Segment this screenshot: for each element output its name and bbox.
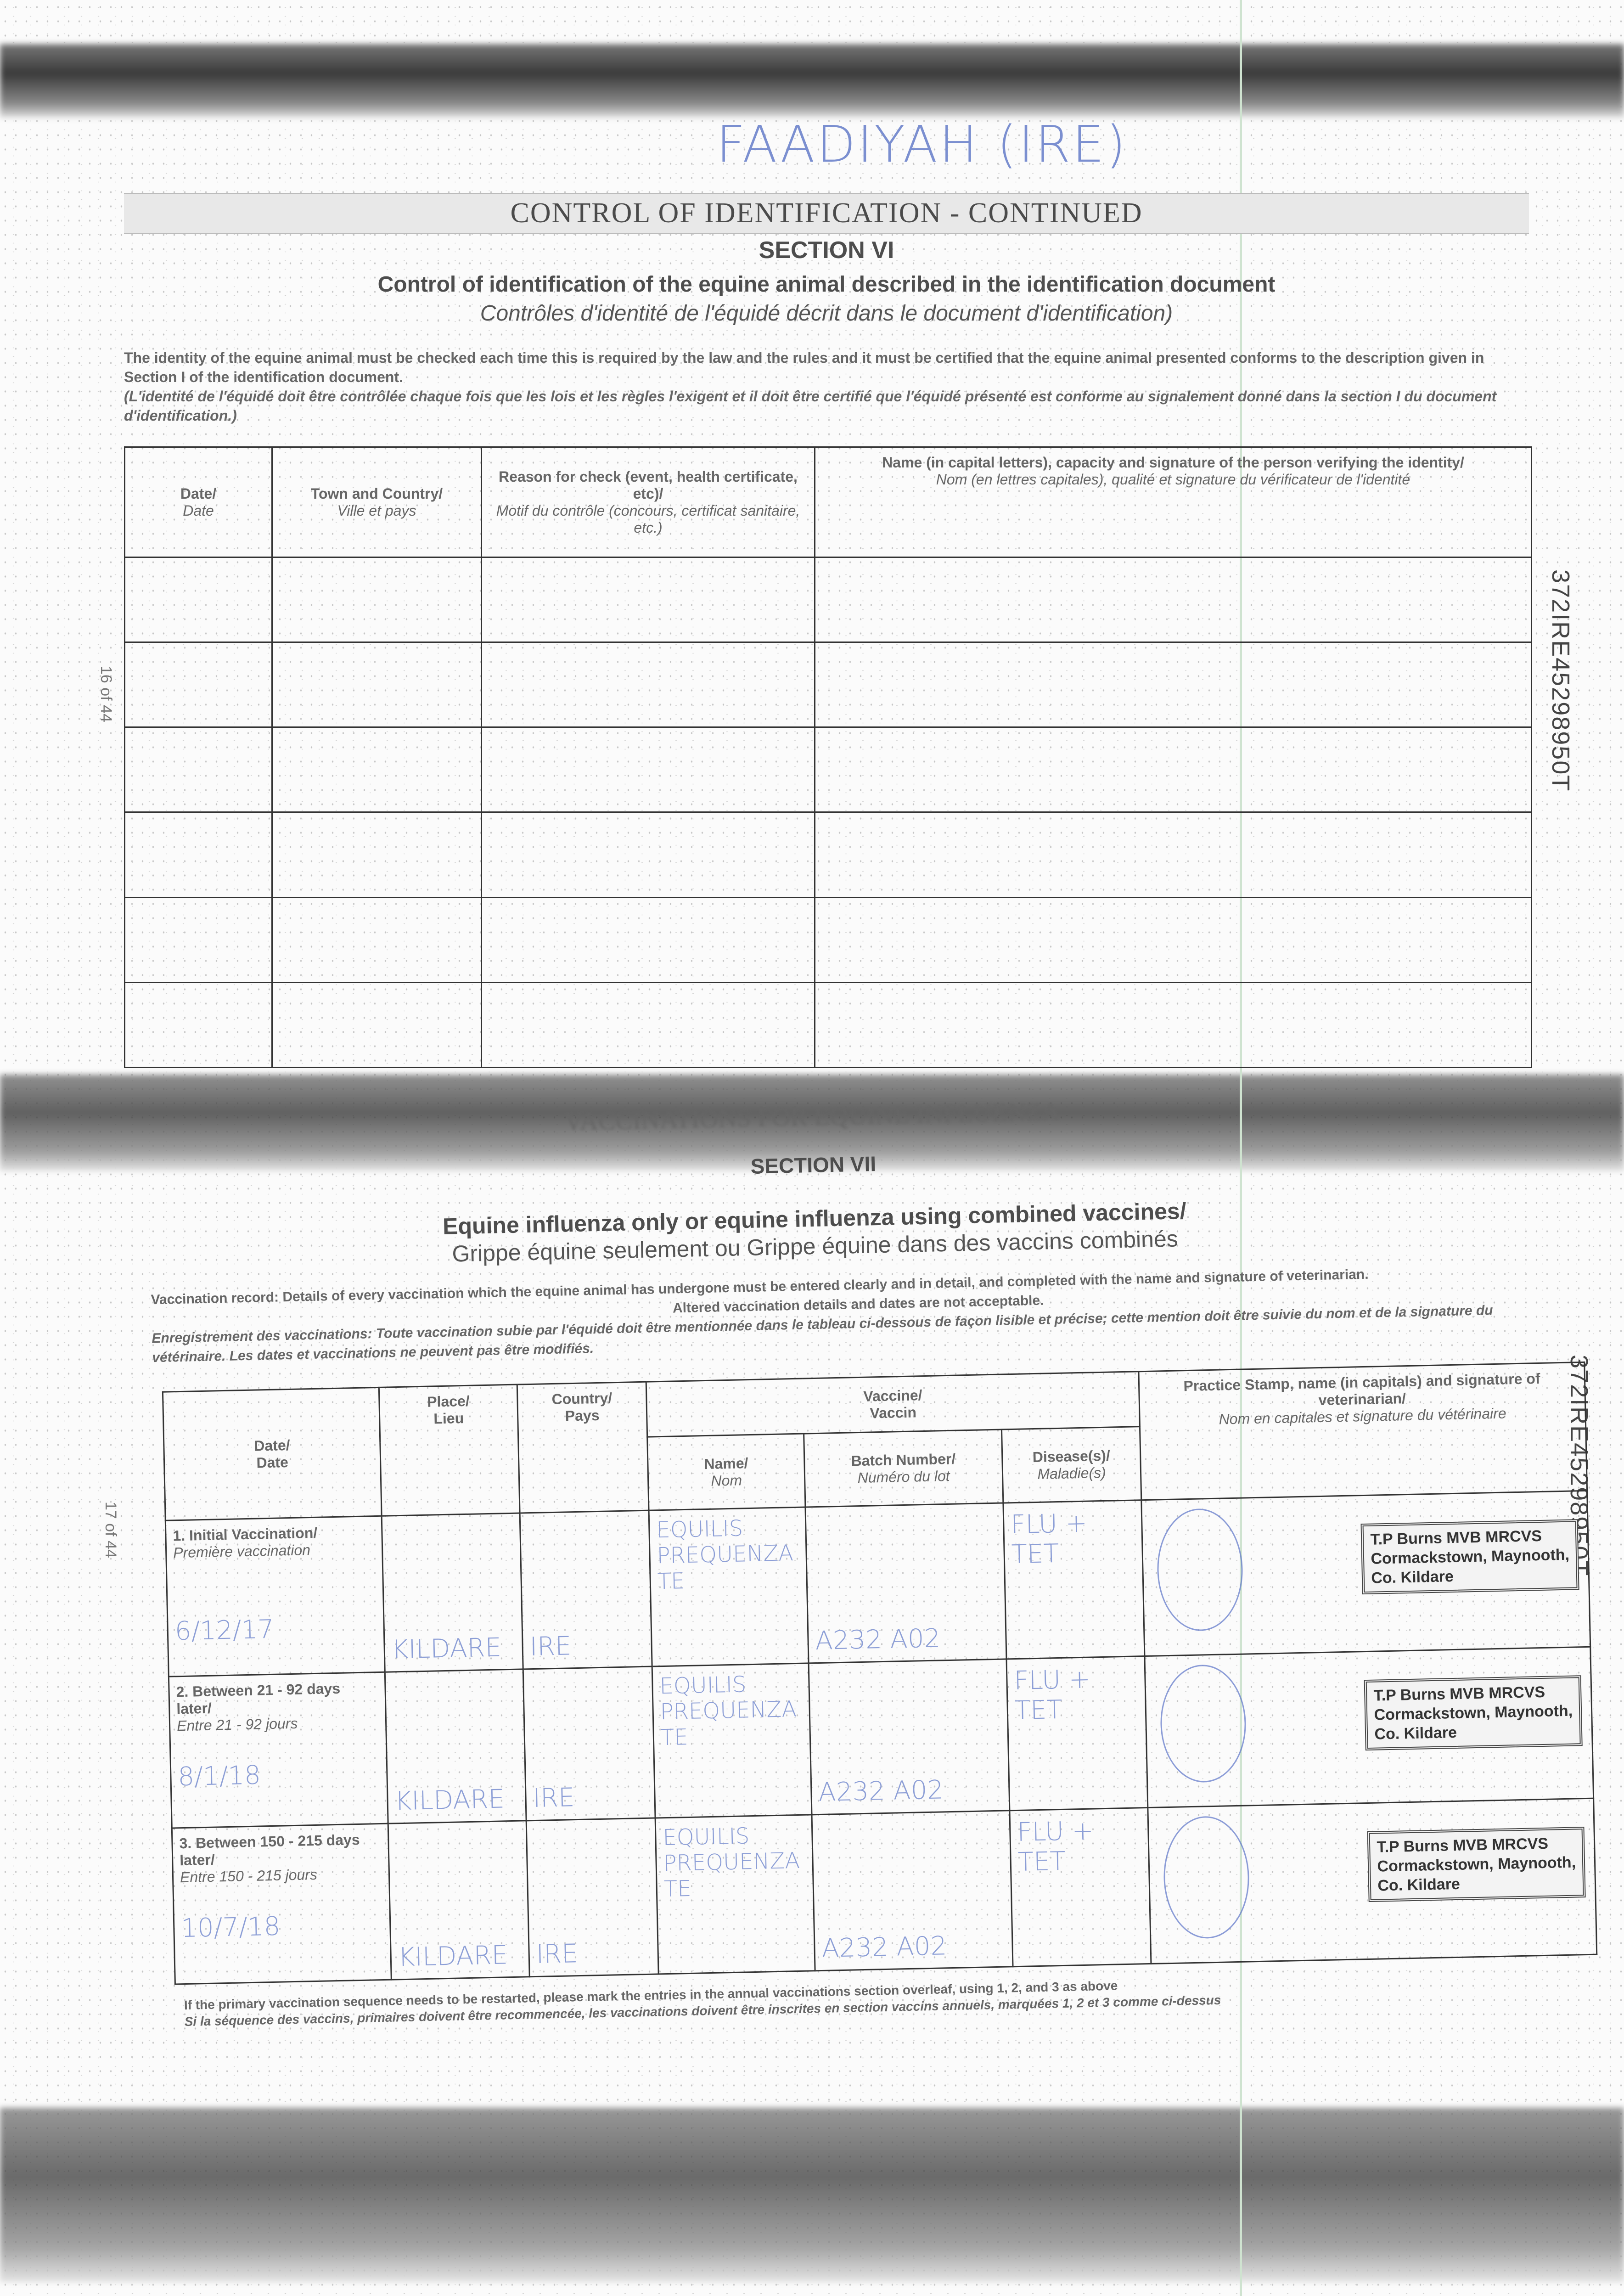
table-row: 3. Between 150 - 215 days later/Entre 15… — [172, 1798, 1597, 1984]
handwritten-date: 6/12/17 — [174, 1614, 275, 1647]
handwritten-disease: FLU + TET — [1013, 1664, 1091, 1726]
handwritten-batch: A232 A02 — [818, 1775, 944, 1808]
vaccination-table: Date/Date Place/Lieu Country/Pays Vaccin… — [162, 1362, 1597, 1985]
practice-stamp: T.P Burns MVB MRCVS Cormackstown, Maynoot… — [1360, 1519, 1579, 1595]
handwritten-place: KILDARE — [394, 1784, 505, 1817]
section6-title-en: Control of identification of the equine … — [377, 272, 1276, 297]
table-row: 2. Between 21 - 92 days later/Entre 21 -… — [169, 1647, 1594, 1829]
col-vet: Practice Stamp, name (in capitals) and s… — [1138, 1362, 1587, 1500]
section6-instructions-fr: (L'identité de l'équidé doit être contrô… — [124, 388, 1497, 424]
col-disease: Disease(s)/Maladie(s) — [1001, 1426, 1141, 1503]
table-row — [124, 726, 1532, 813]
practice-stamp: T.P Burns MVB MRCVS Cormackstown, Maynoot… — [1367, 1827, 1586, 1902]
handwritten-country: IRE — [529, 1631, 572, 1662]
handwritten-vaccine-name: EQUILIS PREQUENZA TE — [662, 1823, 800, 1902]
table-row: 1. Initial Vaccination/Première vaccinat… — [165, 1491, 1590, 1677]
section6-title-fr: Contrôles d'identité de l'équidé décrit … — [480, 301, 1173, 326]
vet-signature — [1162, 1815, 1251, 1940]
col-place: Place/Lieu — [379, 1384, 520, 1516]
section6-header: CONTROL OF IDENTIFICATION - CONTINUED — [124, 193, 1529, 234]
handwritten-batch: A232 A02 — [821, 1931, 947, 1964]
table-header-row: Date/Date Town and Country/Ville et pays… — [124, 446, 1532, 558]
col-vaccine-name: Name/Nom — [647, 1434, 805, 1511]
col-vaccine: Vaccine/Vaccin — [646, 1371, 1140, 1437]
page-label-16: 16 of 44 — [97, 666, 115, 722]
page-label-17: 17 of 44 — [102, 1502, 119, 1558]
scan-shadow-top — [0, 44, 1624, 118]
handwritten-country: IRE — [536, 1939, 579, 1970]
identity-check-table: Date/Date Town and Country/Ville et pays… — [124, 446, 1532, 1069]
passport-number-top: 372IRE45298950T — [1547, 569, 1574, 792]
section6-instructions-en: The identity of the equine animal must b… — [124, 349, 1484, 385]
handwritten-disease: FLU + TET — [1017, 1816, 1094, 1877]
handwritten-horse-name: FAADIYAH (IRE) — [716, 115, 1128, 174]
handwritten-vaccine-name: EQUILIS PREQUENZA TE — [659, 1671, 797, 1751]
handwritten-disease: FLU + TET — [1010, 1508, 1088, 1570]
col-batch: Batch Number/Numéro du lot — [804, 1429, 1003, 1507]
handwritten-country: IRE — [532, 1783, 575, 1814]
col-town-country: Town and Country/Ville et pays — [271, 446, 482, 558]
table-row — [124, 811, 1532, 898]
handwritten-date: 8/1/18 — [177, 1760, 261, 1792]
handwritten-date: 10/7/18 — [180, 1911, 281, 1944]
vet-signature — [1159, 1664, 1248, 1784]
col-verifier: Name (in capital letters), capacity and … — [814, 446, 1532, 558]
vet-signature — [1156, 1508, 1244, 1632]
col-country: Country/Pays — [517, 1382, 649, 1514]
table-row — [124, 642, 1532, 728]
scan-shadow-middle — [0, 1075, 1624, 1171]
practice-stamp: T.P Burns MVB MRCVS Cormackstown, Maynoot… — [1364, 1675, 1583, 1751]
section6-instructions: The identity of the equine animal must b… — [124, 348, 1529, 425]
col-date: Date/Date — [124, 446, 273, 558]
section6-label: SECTION VI — [759, 237, 894, 264]
scan-shadow-bottom — [0, 2108, 1624, 2282]
col-date: Date/Date — [163, 1387, 382, 1521]
scan-artifact-line — [1240, 0, 1242, 2296]
table-row — [124, 556, 1532, 643]
handwritten-place: KILDARE — [391, 1632, 502, 1665]
handwritten-batch: A232 A02 — [815, 1623, 941, 1656]
col-reason: Reason for check (event, health certific… — [481, 446, 815, 558]
table-row — [124, 896, 1532, 983]
handwritten-vaccine-name: EQUILIS PREQUENZA TE — [656, 1515, 794, 1595]
table-row — [124, 981, 1532, 1069]
handwritten-place: KILDARE — [398, 1940, 508, 1973]
